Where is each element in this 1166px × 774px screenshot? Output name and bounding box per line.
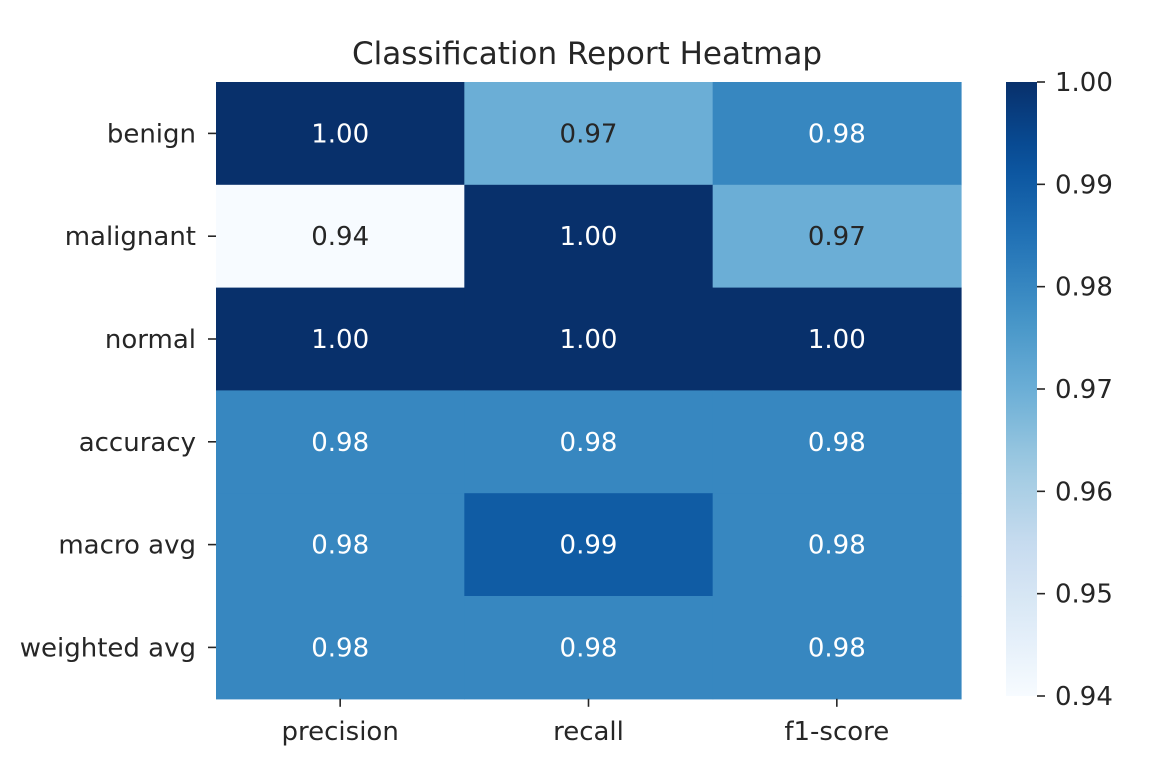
- y-tick-label: benign: [107, 119, 196, 149]
- heatmap-cell-3-1: [464, 390, 714, 494]
- x-tick-label: recall: [553, 717, 624, 747]
- heatmap-cell-4-2: [712, 493, 962, 597]
- cell-label: 1.00: [808, 325, 866, 355]
- cell-label: 0.98: [311, 633, 369, 663]
- x-axis: precision recall f1-score: [282, 698, 889, 747]
- chart-title: Classification Report Heatmap: [352, 36, 822, 72]
- cell-label: 0.99: [560, 531, 618, 561]
- cell-label: 1.00: [311, 119, 369, 149]
- colorbar-tick-label: 0.97: [1055, 375, 1113, 405]
- cell-label: 0.98: [311, 428, 369, 458]
- cell-label: 0.97: [808, 222, 866, 252]
- cell-label: 0.98: [560, 633, 618, 663]
- heatmap-cell-1-2: [712, 184, 962, 289]
- heatmap-cell-2-0: [216, 287, 465, 391]
- cell-label: 1.00: [560, 222, 618, 252]
- y-tick-label: weighted avg: [20, 633, 196, 663]
- y-tick-label: normal: [105, 325, 196, 355]
- heatmap-cell-0-0: [216, 82, 465, 186]
- colorbar-tick-label: 0.94: [1055, 682, 1113, 712]
- cell-label: 0.98: [808, 119, 866, 149]
- heatmap-cell-2-1: [464, 287, 714, 391]
- heatmap-cell-2-2: [712, 287, 962, 391]
- y-tick-label: macro avg: [58, 531, 196, 561]
- y-tick-label: malignant: [65, 222, 196, 252]
- cell-label: 1.00: [560, 325, 618, 355]
- heatmap-cell-0-2: [712, 82, 962, 186]
- cell-label: 0.97: [560, 119, 618, 149]
- heatmap-cell-5-1: [464, 596, 714, 700]
- cell-label: 0.98: [311, 531, 369, 561]
- cell-label: 0.94: [311, 222, 369, 252]
- cell-label: 0.98: [560, 428, 618, 458]
- cell-label: 1.00: [311, 325, 369, 355]
- colorbar-gradient: [1006, 82, 1037, 696]
- heatmap-cell-1-0: [216, 184, 465, 289]
- colorbar-tick-label: 0.98: [1055, 273, 1113, 303]
- colorbar-tick-label: 0.99: [1055, 170, 1113, 200]
- y-tick-label: accuracy: [79, 428, 196, 458]
- heatmap-cell-3-0: [216, 390, 465, 494]
- colorbar-tick-label: 0.95: [1055, 580, 1113, 610]
- colorbar-tick-label: 1.00: [1055, 68, 1113, 98]
- heatmap-cell-1-1: [464, 184, 714, 289]
- heatmap-cell-5-2: [712, 596, 962, 700]
- heatmap-cell-5-0: [216, 596, 465, 700]
- x-tick-label: f1-score: [784, 717, 889, 747]
- heatmap-cell-4-0: [216, 493, 465, 597]
- cell-label: 0.98: [808, 633, 866, 663]
- heatmap-cell-0-1: [464, 82, 714, 186]
- y-axis: benign malignant normal accuracy macro avg we…: [20, 119, 216, 663]
- cell-label: 0.98: [808, 531, 866, 561]
- colorbar: 1.00 0.99 0.98 0.97 0.96 0.95 0.94: [1006, 68, 1113, 712]
- colorbar-tick-label: 0.96: [1055, 477, 1113, 507]
- x-tick-label: precision: [282, 717, 399, 747]
- cell-label: 0.98: [808, 428, 866, 458]
- heatmap-cell-3-2: [712, 390, 962, 494]
- heatmap-cell-4-1: [464, 493, 714, 597]
- heatmap-cells: 1.00 0.97 0.98 0.94 1.00 0.97 1.00 1.00 1.00 0.98…: [216, 82, 962, 700]
